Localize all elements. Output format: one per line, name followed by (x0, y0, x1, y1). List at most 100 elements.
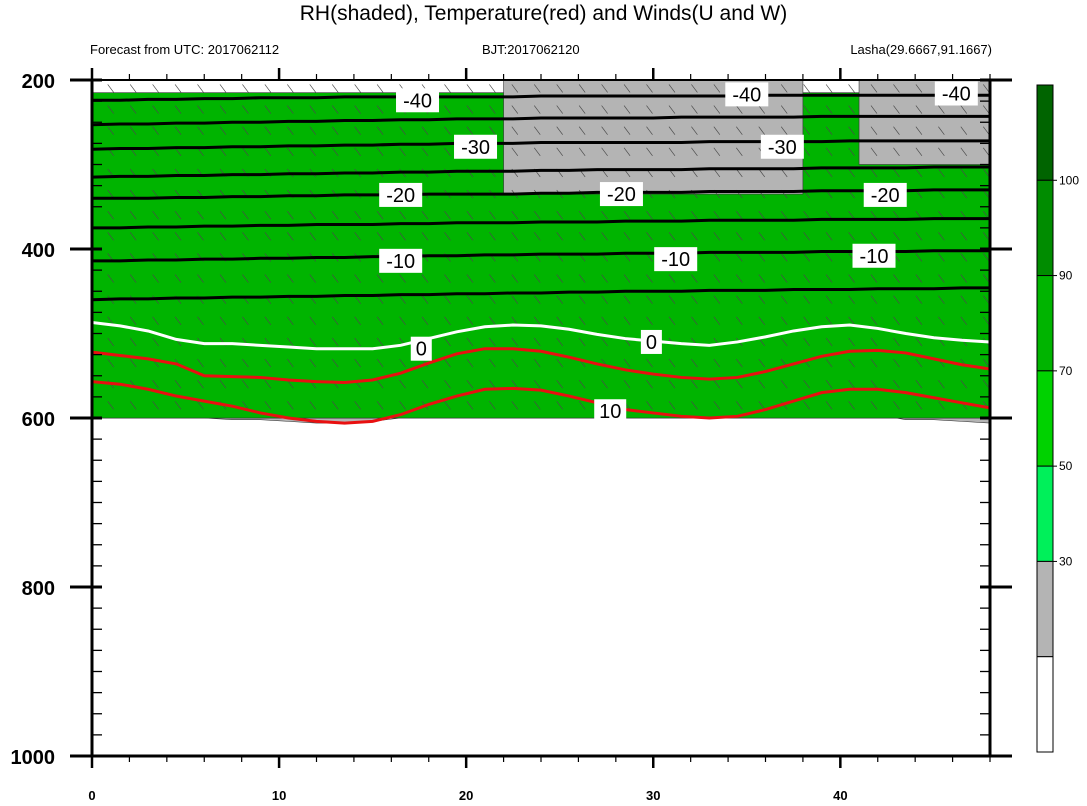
wind-barb (870, 274, 878, 283)
wind-barb (511, 316, 519, 326)
wind-barb (399, 210, 406, 220)
wind-barb (129, 316, 137, 326)
wind-barb (803, 253, 810, 262)
wind-barb (870, 295, 878, 304)
wind-barb (893, 358, 900, 368)
wind-barb (848, 316, 855, 326)
wind-barb (376, 401, 384, 410)
wind-barb (578, 105, 586, 114)
wind-barb (870, 358, 878, 368)
wind-barb (242, 358, 249, 368)
wind-barb (848, 210, 855, 220)
wind-barb (354, 84, 361, 93)
wind-barb (758, 316, 766, 326)
wind-barb (915, 274, 923, 283)
wind-barb (825, 147, 833, 157)
wind-barb (780, 126, 788, 135)
wind-barb (893, 295, 900, 304)
wind-barb (848, 379, 855, 389)
wind-barb (623, 379, 631, 389)
wind-barb (758, 126, 766, 135)
wind-barb (825, 210, 833, 220)
wind-barb (915, 379, 923, 389)
wind-barb (197, 147, 204, 157)
wind-barb (915, 232, 923, 241)
wind-barb (915, 105, 923, 114)
wind-barb (197, 274, 204, 283)
wind-barb (152, 232, 159, 241)
wind-barb (309, 147, 317, 157)
wind-barb (848, 168, 855, 178)
wind-barb (533, 126, 541, 135)
wind-barb (893, 210, 900, 220)
wind-barb (107, 316, 114, 326)
wind-barb (578, 274, 586, 283)
wind-barb (511, 105, 519, 114)
wind-barb (511, 274, 519, 283)
wind-barb (960, 232, 968, 241)
x-tick-label: 40 (833, 788, 847, 803)
temp-contour--30 (92, 139, 990, 151)
wind-barb (399, 232, 406, 241)
wind-barb (848, 84, 855, 93)
contour-label-box (863, 182, 907, 207)
wind-barb (129, 84, 137, 93)
wind-barb (533, 105, 541, 114)
contour-label: -40 (403, 90, 432, 112)
wind-barb (780, 316, 788, 326)
wind-barb (601, 295, 608, 304)
wind-barb (646, 401, 653, 410)
wind-barb (129, 274, 137, 283)
wind-barb (646, 295, 653, 304)
wind-barb (331, 401, 339, 410)
contour-label-box (640, 329, 662, 354)
wind-barb (601, 105, 608, 114)
wind-barb (893, 232, 900, 241)
wind-barb (331, 358, 339, 368)
wind-barb (691, 274, 698, 283)
wind-barb (511, 337, 519, 347)
contour-label: -10 (386, 251, 415, 273)
wind-barb (287, 232, 294, 241)
wind-barb (219, 147, 227, 157)
wind-barb (915, 168, 923, 178)
wind-barb (691, 316, 698, 326)
wind-barb (893, 379, 900, 389)
wind-barb (578, 147, 586, 157)
wind-barb (354, 274, 361, 283)
wind-barb (533, 337, 541, 347)
wind-barb (960, 189, 968, 199)
wind-barb (533, 379, 541, 389)
wind-barb (780, 84, 788, 93)
wind-barb (893, 401, 900, 410)
wind-barb (511, 401, 519, 410)
wind-barb (915, 126, 923, 135)
wind-barb (309, 316, 317, 326)
wind-barb (309, 232, 317, 241)
wind-barb (466, 126, 474, 135)
x-tick-label: 20 (459, 788, 473, 803)
temp-contour-0 (92, 321, 990, 351)
wind-barb (421, 147, 429, 157)
wind-barb (758, 105, 766, 114)
wind-barb (736, 295, 743, 304)
wind-barb (713, 232, 721, 241)
wind-barb (982, 316, 990, 326)
wind-barb (668, 295, 676, 304)
wind-barb (444, 274, 451, 283)
wind-barb (825, 253, 833, 262)
wind-barb (623, 126, 631, 135)
wind-barb (780, 210, 788, 220)
wind-barb (668, 358, 676, 368)
wind-barb (578, 126, 586, 135)
wind-barb (556, 105, 563, 114)
colorbar-box (1036, 560, 1054, 658)
wind-barb (623, 147, 631, 157)
wind-barb (309, 105, 317, 114)
wind-barb (287, 337, 294, 347)
y-tick-label: 600 (22, 409, 55, 431)
wind-barb (264, 84, 272, 93)
wind-barb (960, 168, 968, 178)
wind-barb (331, 84, 339, 93)
wind-barb (129, 232, 137, 241)
